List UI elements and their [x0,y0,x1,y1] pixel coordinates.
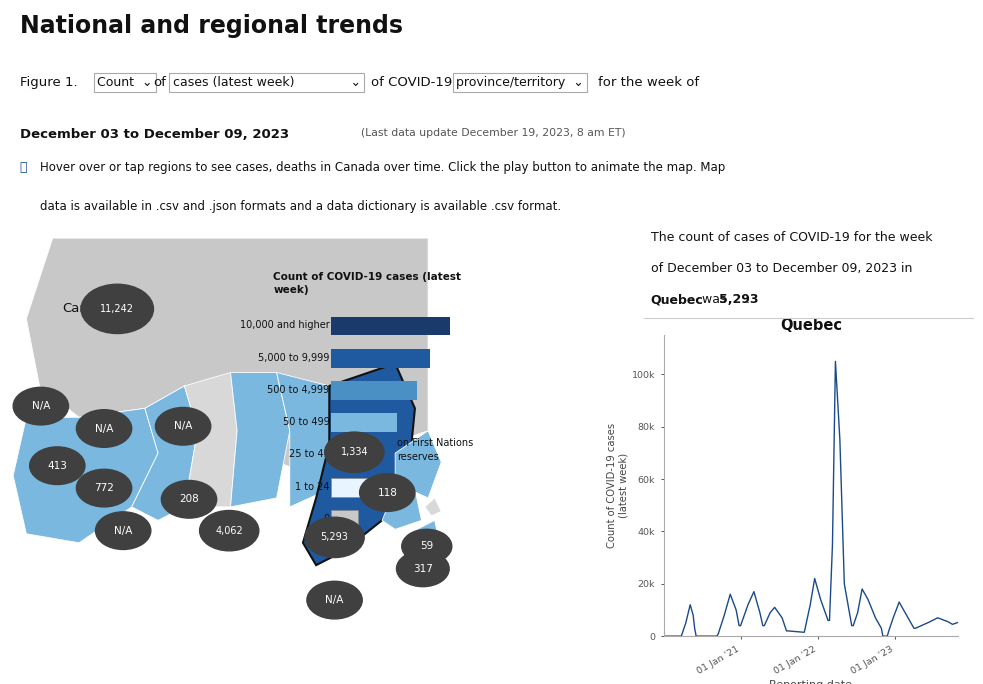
Text: 413: 413 [47,461,67,471]
Polygon shape [408,521,441,561]
Polygon shape [276,373,342,507]
Text: N/A: N/A [31,401,50,411]
Circle shape [307,581,363,619]
Text: Count of COVID-19 cases (latest
week): Count of COVID-19 cases (latest week) [273,272,461,295]
Text: 25 to 49: 25 to 49 [289,449,329,460]
Bar [331,381,417,400]
Circle shape [161,480,216,518]
Text: of COVID-19,: of COVID-19, [371,76,456,89]
Text: 500 to 4,999: 500 to 4,999 [267,385,329,395]
Circle shape [200,510,259,551]
Polygon shape [27,238,429,475]
Text: 772: 772 [94,483,114,493]
Text: 50 to 499: 50 to 499 [282,417,329,428]
Text: 317: 317 [413,564,433,574]
Circle shape [95,512,150,549]
Text: Canada: Canada [63,302,113,315]
Polygon shape [230,373,290,507]
Text: on First Nations
reserves: on First Nations reserves [397,438,474,462]
Text: .: . [746,293,750,306]
Text: Hover over or tap regions to see cases, deaths in Canada over time. Click the pl: Hover over or tap regions to see cases, … [40,161,725,174]
Text: 0: 0 [323,514,329,524]
Text: of December 03 to December 09, 2023 in: of December 03 to December 09, 2023 in [651,262,912,275]
Bar [331,349,431,367]
Text: 5,000 to 9,999: 5,000 to 9,999 [258,353,329,363]
Bar [331,413,397,432]
Polygon shape [382,489,422,529]
Polygon shape [132,386,198,521]
Text: 1,334: 1,334 [340,447,369,457]
Text: 5,293: 5,293 [320,532,349,542]
Text: for the week of: for the week of [598,76,699,89]
Text: of: of [153,76,166,89]
Circle shape [155,408,210,445]
Text: (Last data update December 19, 2023, 8 am ET): (Last data update December 19, 2023, 8 a… [362,128,626,137]
Text: data is available in .csv and .json formats and a data dictionary is available .: data is available in .csv and .json form… [40,200,561,213]
Circle shape [402,529,452,564]
Text: N/A: N/A [114,526,133,536]
Text: December 03 to December 09, 2023: December 03 to December 09, 2023 [20,128,289,141]
Text: ⓘ: ⓘ [20,161,28,174]
Text: was: was [702,293,730,306]
Circle shape [29,447,85,484]
Circle shape [360,474,415,512]
Text: Figure 1.: Figure 1. [20,76,78,89]
Circle shape [77,469,132,507]
Circle shape [81,285,153,334]
Text: Quebec: Quebec [651,293,703,306]
Text: National and regional trends: National and regional trends [20,14,403,38]
X-axis label: Reporting date: Reporting date [770,680,852,684]
Circle shape [13,387,69,425]
Circle shape [324,432,384,473]
Text: 5,293: 5,293 [720,293,759,306]
Polygon shape [303,364,415,565]
Text: province/territory  ⌄: province/territory ⌄ [456,76,583,89]
Text: 1 to 24: 1 to 24 [295,482,329,492]
Text: 10,000 and higher: 10,000 and higher [240,321,329,330]
Text: 208: 208 [179,495,199,504]
Text: N/A: N/A [95,423,113,434]
Circle shape [396,551,449,587]
Text: 118: 118 [377,488,397,497]
Text: N/A: N/A [174,421,193,432]
Polygon shape [395,431,441,498]
Bar [331,478,368,497]
Bar [331,445,377,464]
Text: Count  ⌄: Count ⌄ [97,76,152,89]
Text: The count of cases of COVID-19 for the week: The count of cases of COVID-19 for the w… [651,231,932,244]
Y-axis label: Count of COVID-19 cases
(latest week): Count of COVID-19 cases (latest week) [607,423,629,548]
Text: cases (latest week)              ⌄: cases (latest week) ⌄ [173,76,361,89]
Polygon shape [13,408,158,543]
Text: N/A: N/A [325,595,344,605]
Circle shape [77,410,132,447]
Bar [331,317,450,335]
Title: Quebec: Quebec [780,317,842,332]
Circle shape [305,517,365,557]
Text: 4,062: 4,062 [215,526,243,536]
Text: 11,242: 11,242 [100,304,135,314]
Bar [331,510,358,529]
Polygon shape [185,373,237,507]
Text: 59: 59 [420,541,434,551]
Polygon shape [425,498,441,516]
